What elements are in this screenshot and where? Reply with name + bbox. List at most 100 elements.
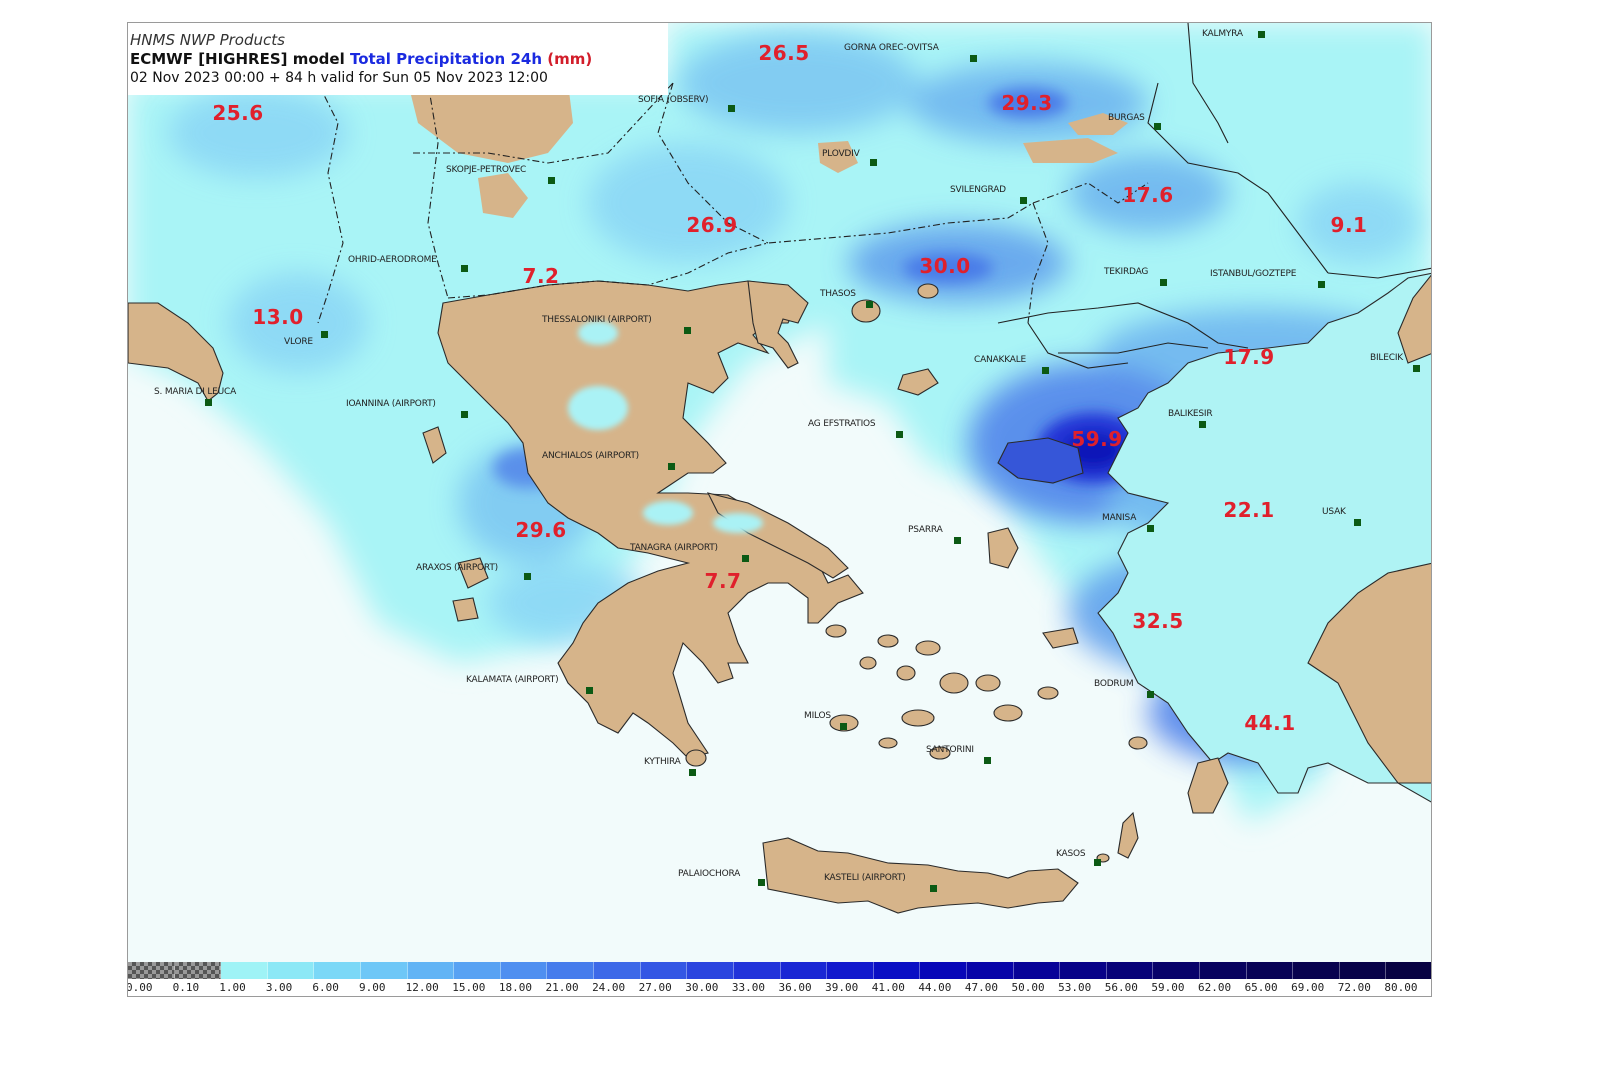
- header-unit-close: ): [585, 50, 593, 68]
- legend-swatch: [966, 962, 1014, 979]
- precip-value: 13.0: [252, 305, 304, 329]
- precip-value: 7.7: [704, 569, 742, 593]
- precip-value: 30.0: [919, 254, 971, 278]
- legend-swatch: [500, 962, 548, 979]
- map-header: HNMS NWP Products ECMWF [HIGHRES] model …: [128, 23, 668, 95]
- legend-tick-label: 12.00: [405, 981, 439, 994]
- legend-swatch: [174, 962, 222, 979]
- legend-tick-label: 41.00: [871, 981, 905, 994]
- station-label: KYTHIRA: [644, 757, 681, 767]
- header-field: Total Precipitation 24h: [349, 50, 542, 68]
- legend-tick-label: 80.00: [1384, 981, 1418, 994]
- station-label: S. MARIA DI LEUCA: [154, 387, 237, 397]
- station-marker: [548, 177, 555, 184]
- precip-value: 26.5: [758, 41, 810, 65]
- station-label: KASTELI (AIRPORT): [824, 873, 906, 883]
- legend-swatch: [780, 962, 828, 979]
- station-marker: [728, 105, 735, 112]
- station-marker: [1154, 123, 1161, 130]
- station-label: SANTORINI: [926, 745, 974, 755]
- station-label: THESSALONIKI (AIRPORT): [542, 315, 652, 325]
- precip-value: 26.9: [686, 213, 738, 237]
- legend-swatch: [873, 962, 921, 979]
- legend-swatch: [1013, 962, 1061, 979]
- legend-tick-label: 0.00: [127, 981, 153, 994]
- station-label: BALIKESIR: [1168, 409, 1213, 419]
- legend-swatch: [314, 962, 362, 979]
- station-marker: [866, 301, 873, 308]
- station-label: GORNA OREC-OVITSA: [844, 43, 939, 53]
- precip-value: 25.6: [212, 101, 264, 125]
- station-marker: [1354, 519, 1361, 526]
- station-marker: [321, 331, 328, 338]
- coastlines: [997, 23, 1431, 369]
- station-label: SOFIA (OBSERV): [638, 95, 709, 105]
- station-marker: [742, 555, 749, 562]
- station-marker: [840, 723, 847, 730]
- legend-swatch: [594, 962, 641, 979]
- station-label: BILECIK: [1370, 353, 1403, 363]
- legend-tick-label: 1.00: [219, 981, 246, 994]
- station-marker: [870, 159, 877, 166]
- station-marker: [954, 537, 961, 544]
- legend-swatch: [267, 962, 315, 979]
- precip-value: 29.6: [515, 518, 567, 542]
- legend-swatch: [1246, 962, 1294, 979]
- legend-swatch: [733, 962, 781, 979]
- precip-value: 32.5: [1132, 609, 1184, 633]
- station-label: USAK: [1322, 507, 1346, 517]
- station-label: CANAKKALE: [974, 355, 1027, 365]
- station-marker: [896, 431, 903, 438]
- station-marker: [586, 687, 593, 694]
- station-label: BURGAS: [1108, 113, 1145, 123]
- precip-value: 9.1: [1330, 213, 1368, 237]
- precip-value: 29.3: [1001, 91, 1053, 115]
- legend-tick-label: 53.00: [1058, 981, 1092, 994]
- legend-swatch: [1106, 962, 1154, 979]
- precip-value: 17.9: [1223, 345, 1275, 369]
- precip-value: 22.1: [1223, 498, 1275, 522]
- station-label: IOANNINA (AIRPORT): [346, 399, 436, 409]
- station-marker: [1199, 421, 1206, 428]
- precip-value: 59.9: [1071, 427, 1123, 451]
- station-marker: [1147, 691, 1154, 698]
- station-marker: [1413, 365, 1420, 372]
- color-legend: 0.00 0.10 1.00 3.00 6.00 9.00 12.00 15.00 18.00 2…: [127, 962, 1431, 996]
- station-label: AG EFSTRATIOS: [808, 419, 876, 429]
- station-label: KALAMATA (AIRPORT): [466, 675, 559, 685]
- station-label: MANISA: [1102, 513, 1137, 523]
- station-marker: [1258, 31, 1265, 38]
- legend-tick-label: 33.00: [731, 981, 766, 994]
- legend-tick-label: 21.00: [545, 981, 579, 994]
- station-marker: [1318, 281, 1325, 288]
- country-borders: [317, 82, 1149, 324]
- legend-swatch: [128, 962, 175, 979]
- legend-swatch: [1386, 962, 1431, 979]
- legend-tick-label: 24.00: [592, 981, 626, 994]
- legend-swatch: [1200, 962, 1247, 979]
- legend-swatch: [361, 962, 408, 979]
- station-marker: [1160, 279, 1167, 286]
- station-label: KASOS: [1056, 849, 1086, 859]
- header-unit-open: (: [547, 50, 555, 68]
- header-title: ECMWF [HIGHRES] model Total Precipitatio…: [130, 50, 668, 69]
- station-marker: [970, 55, 977, 62]
- legend-tick-label: 59.00: [1151, 981, 1185, 994]
- legend-swatch: [1153, 962, 1201, 979]
- legend-tick-label: 69.00: [1291, 981, 1325, 994]
- map-canvas: [128, 23, 1431, 962]
- legend-tick-label: 27.00: [638, 981, 672, 994]
- legend-tick-label: 44.00: [918, 981, 952, 994]
- legend-tick-label: 15.00: [452, 981, 486, 994]
- precipitation-map: HNMS NWP Products ECMWF [HIGHRES] model …: [127, 22, 1432, 997]
- station-label: KALMYRA: [1202, 29, 1243, 39]
- station-label: ISTANBUL/GOZTEPE: [1210, 269, 1297, 279]
- legend-tick-label: 30.00: [685, 981, 719, 994]
- legend-tick-label: 36.00: [778, 981, 812, 994]
- station-label: SKOPJE-PETROVEC: [446, 165, 527, 175]
- station-label: MILOS: [804, 711, 831, 721]
- station-marker: [758, 879, 765, 886]
- precip-value: 44.1: [1244, 711, 1296, 735]
- legend-tick-label: 9.00: [359, 981, 386, 994]
- station-label: SVILENGRAD: [950, 185, 1006, 195]
